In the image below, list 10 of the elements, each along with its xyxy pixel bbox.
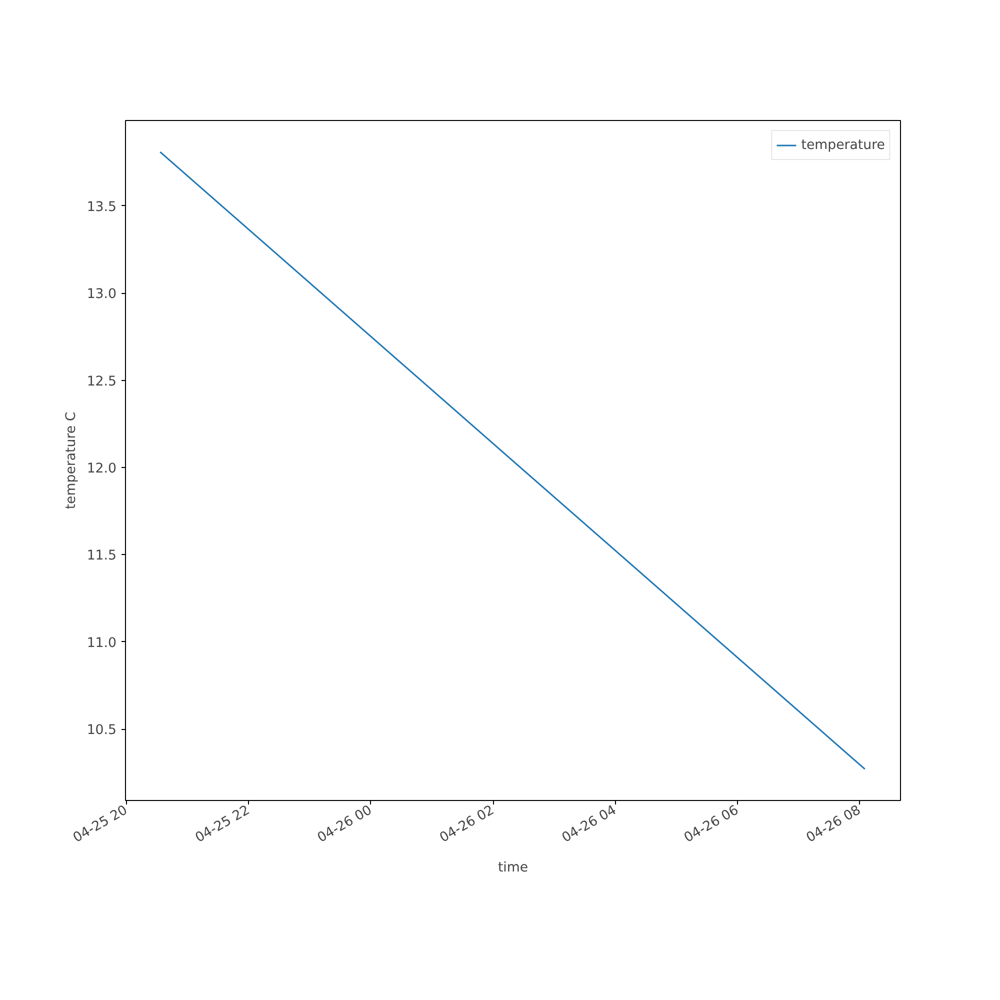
y-tick-label: 13.0	[86, 287, 117, 302]
y-axis-title: temperature C	[64, 412, 79, 510]
y-tick-label: 11.0	[86, 636, 117, 651]
y-tick-label: 12.5	[86, 374, 117, 390]
y-tick-label: 10.5	[86, 723, 117, 738]
y-tick-label: 12.0	[86, 461, 117, 476]
legend-label: temperature	[801, 138, 885, 152]
x-axis-title: time	[498, 860, 528, 876]
y-tick-label: 11.5	[86, 548, 117, 564]
y-tick-label: 13.5	[86, 200, 117, 215]
